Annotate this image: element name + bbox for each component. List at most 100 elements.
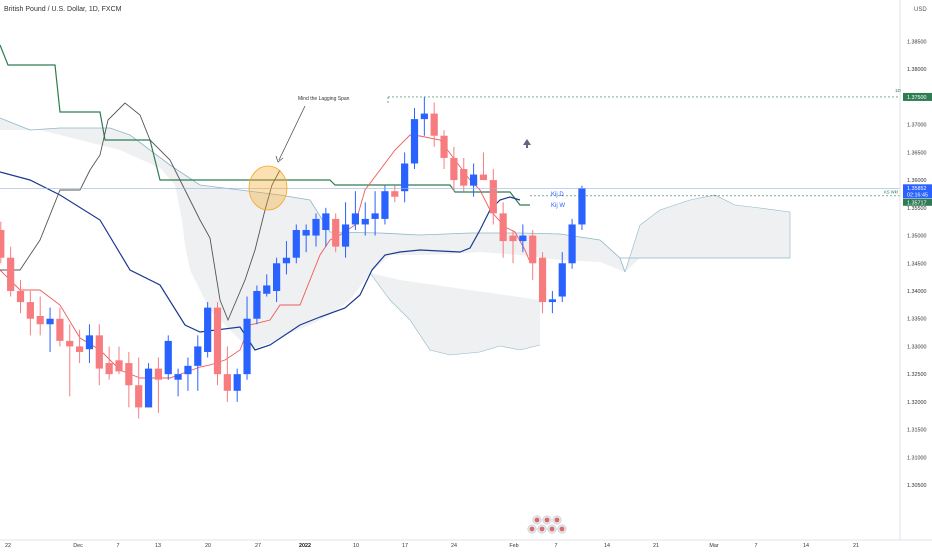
candle: [273, 257, 281, 303]
candle: [519, 224, 527, 253]
time-tick-label: 20: [205, 543, 211, 549]
candle-body: [213, 307, 222, 375]
candle: [568, 218, 576, 269]
candle-body: [440, 135, 448, 158]
candle-body: [371, 213, 379, 219]
time-tick-label: Mar: [709, 543, 718, 549]
candle-body: [174, 374, 182, 380]
candle: [144, 363, 153, 408]
senkou-a-line: [0, 117, 626, 273]
candle-body: [184, 365, 192, 375]
time-tick-label: 22: [5, 543, 11, 549]
candle-body: [154, 368, 162, 380]
candle-body: [568, 224, 576, 264]
candle: [401, 152, 409, 203]
lagging-highlight-circle[interactable]: [248, 165, 288, 211]
level-tag-text: 1D: [895, 88, 902, 93]
economic-event-flag-dot: [559, 526, 565, 532]
countdown-text: 02:16:45: [907, 193, 928, 199]
candle: [538, 252, 547, 314]
candle: [95, 324, 103, 386]
candle-body: [273, 263, 281, 291]
candle: [56, 307, 64, 347]
time-tick-label: 21: [653, 543, 659, 549]
time-tick-label: 14: [803, 543, 809, 549]
candle: [489, 169, 497, 225]
candle-body: [430, 113, 438, 136]
candle: [7, 246, 15, 297]
candle: [361, 202, 369, 236]
up-arrow-icon: [523, 139, 531, 145]
candle-body: [479, 174, 488, 181]
price-tick-label: 1.36500: [907, 150, 927, 156]
candle-body: [292, 230, 300, 258]
candle-body: [204, 307, 212, 352]
candle-body: [489, 180, 497, 214]
candle: [460, 157, 468, 192]
lagging-span-line: [0, 102, 281, 322]
kijun-d-price-text: 1.35717: [907, 200, 927, 206]
price-axis[interactable]: 1.38500 1.38000 1.37500 1.37000 1.36500 1.360…: [907, 39, 927, 489]
economic-event-flag-dot: [554, 517, 560, 523]
candle: [26, 290, 34, 336]
lagging-span-note[interactable]: Mind the Lagging Span: [298, 96, 350, 102]
candle-body: [519, 235, 527, 242]
kijun-d-label[interactable]: Kij D: [551, 192, 564, 198]
candle-body: [381, 191, 389, 219]
price-tick-label: 1.33500: [907, 317, 927, 323]
candle-body: [164, 340, 172, 375]
candle-body: [115, 360, 123, 372]
time-tick-label: Dec: [73, 543, 83, 549]
candle: [125, 351, 133, 408]
candle: [322, 207, 330, 247]
economic-event-flag-dot: [529, 526, 535, 532]
time-tick-label: 14: [604, 543, 610, 549]
symbol-title[interactable]: British Pound / U.S. Dollar, 1D, FXCM: [4, 6, 122, 13]
candle-body: [76, 346, 84, 352]
candle: [312, 213, 320, 247]
note-arrow-head: [275, 155, 284, 163]
price-tick-label: 1.33000: [907, 344, 927, 350]
candle-body: [509, 235, 517, 242]
time-tick-label: 21: [853, 543, 859, 549]
candle-body: [125, 363, 133, 386]
candle: [76, 329, 84, 364]
kijun-d-price-badge: [903, 198, 932, 206]
candle: [292, 224, 300, 264]
candle: [558, 252, 566, 303]
candle: [282, 241, 291, 275]
candle: [253, 285, 261, 325]
last-price-badge: [903, 184, 932, 199]
candle: [174, 368, 182, 397]
candle: [479, 152, 488, 181]
price-tick-label: 1.31000: [907, 455, 927, 461]
candle: [16, 279, 25, 314]
time-axis[interactable]: 22 Dec 7 13 20 27 2022 10 17 24 Feb 7 14 21 Mar 7 14 21: [5, 543, 859, 549]
price-tick-label: 1.37000: [907, 123, 927, 129]
candle: [85, 324, 94, 364]
candle-body: [56, 318, 64, 341]
candle: [341, 202, 350, 258]
price-tick-label: 1.30500: [907, 483, 927, 489]
kijun-w-label[interactable]: Kij W: [551, 203, 565, 209]
candle: [204, 302, 212, 358]
time-tick-label: 24: [451, 543, 457, 549]
candle-body: [66, 340, 74, 347]
candle-body: [470, 174, 478, 186]
candle-body: [302, 230, 310, 236]
price-tick-label: 1.34500: [907, 261, 927, 267]
candle: [430, 102, 438, 147]
candle: [194, 335, 202, 391]
price-tick-label: 1.32500: [907, 372, 927, 378]
candle-body: [194, 346, 202, 366]
price-tick-label: 1.31500: [907, 428, 927, 434]
kijun-weekly-tag: KS Wkl: [884, 189, 898, 194]
candle-body: [558, 263, 566, 297]
time-tick-label: 7: [755, 543, 758, 549]
candle: [223, 346, 231, 402]
candle: [36, 296, 44, 336]
candle-body: [450, 157, 458, 181]
candle-body: [233, 374, 241, 391]
